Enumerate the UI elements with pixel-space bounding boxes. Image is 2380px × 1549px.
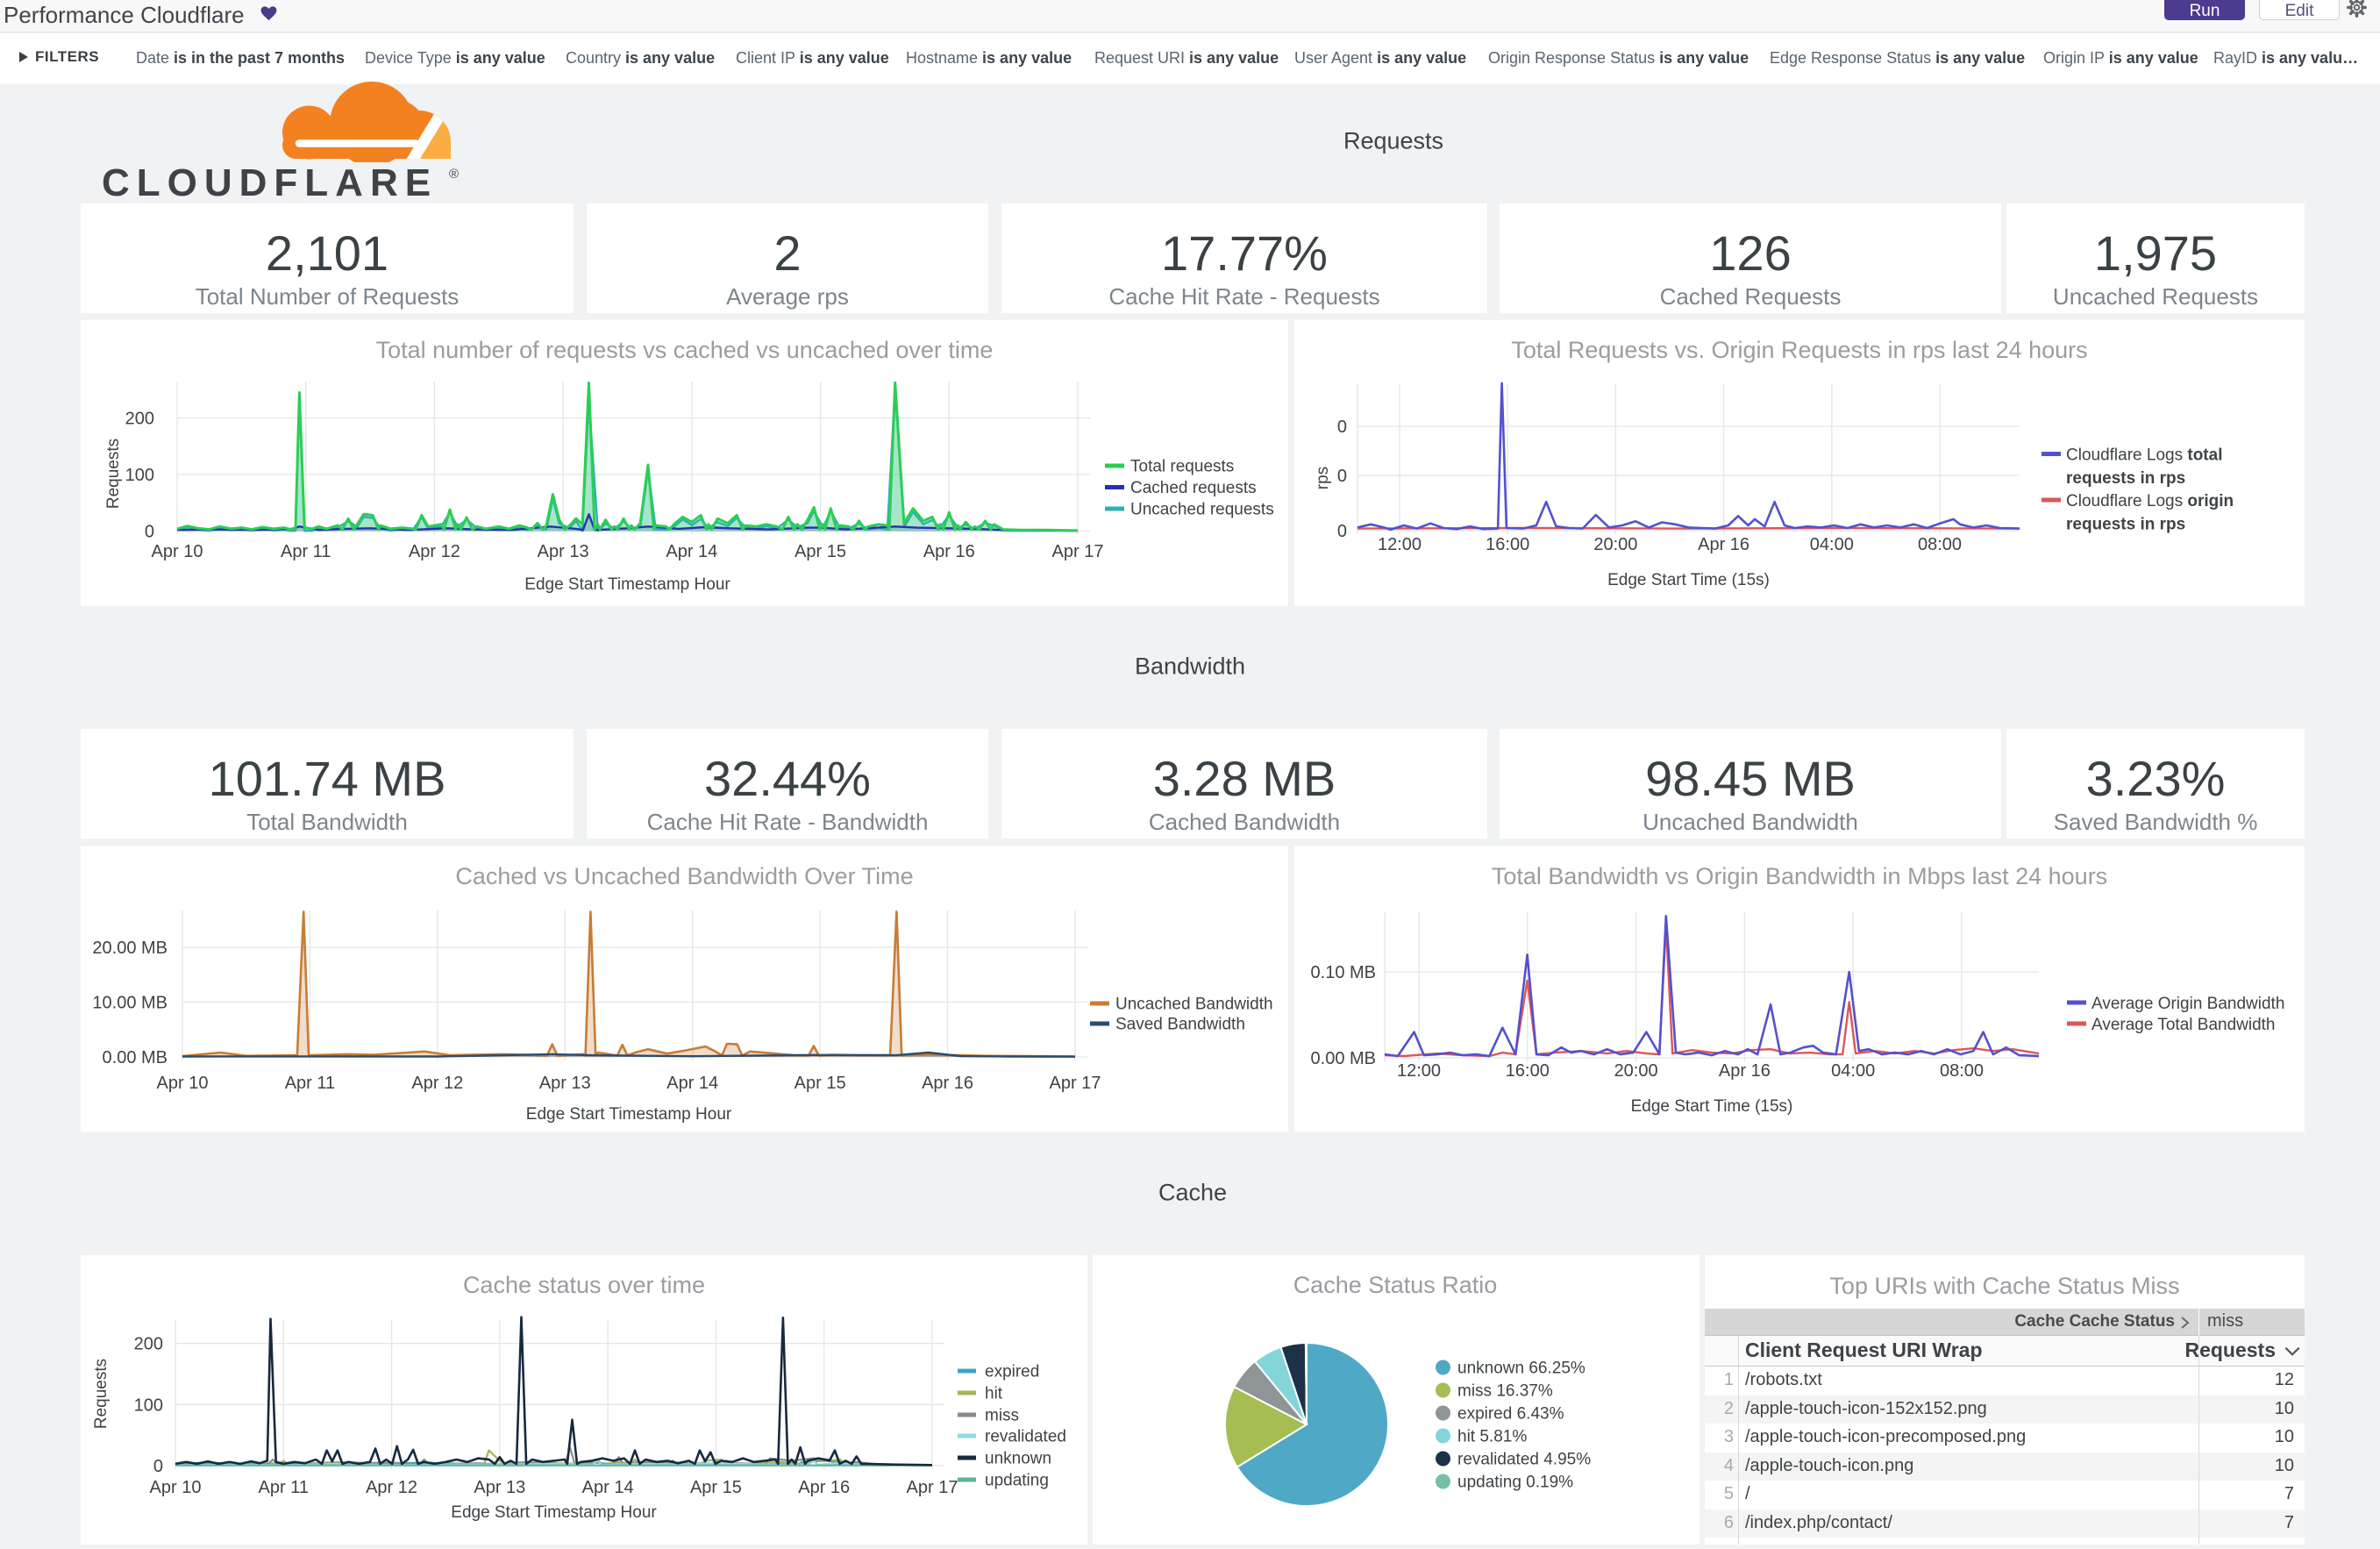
svg-text:Apr 10: Apr 10 xyxy=(152,542,203,561)
svg-text:Edge Start Timestamp Hour: Edge Start Timestamp Hour xyxy=(526,1105,732,1124)
svg-text:Uncached requests: Uncached requests xyxy=(1130,501,1274,519)
svg-text:Apr 14: Apr 14 xyxy=(666,542,717,561)
svg-text:Edge Start Time (15s): Edge Start Time (15s) xyxy=(1631,1097,1793,1116)
svg-text:Apr 16: Apr 16 xyxy=(922,1074,973,1093)
svg-text:20:00: 20:00 xyxy=(1614,1061,1658,1081)
svg-text:100: 100 xyxy=(134,1396,163,1415)
svg-text:requests in rps: requests in rps xyxy=(2066,469,2185,488)
svg-text:20.00 MB: 20.00 MB xyxy=(92,939,167,958)
svg-text:12:00: 12:00 xyxy=(1378,535,1422,554)
svg-text:Apr 13: Apr 13 xyxy=(539,1074,591,1093)
svg-text:Total Requests vs. Origin Requ: Total Requests vs. Origin Requests in rp… xyxy=(1511,337,2087,363)
svg-text:Requests: Requests xyxy=(92,1359,110,1429)
svg-text:updating: updating xyxy=(985,1472,1049,1490)
svg-text:Apr 16: Apr 16 xyxy=(798,1478,850,1497)
svg-text:Apr 13: Apr 13 xyxy=(474,1478,525,1497)
svg-text:Apr 17: Apr 17 xyxy=(1050,1074,1101,1093)
svg-text:Edge Start Time (15s): Edge Start Time (15s) xyxy=(1607,571,1770,589)
svg-text:Cached vs Uncached Bandwidth O: Cached vs Uncached Bandwidth Over Time xyxy=(455,863,913,889)
svg-text:rps: rps xyxy=(1314,467,1332,489)
svg-text:16:00: 16:00 xyxy=(1486,535,1529,554)
svg-text:Apr 12: Apr 12 xyxy=(366,1478,417,1497)
svg-text:Cache Status Ratio: Cache Status Ratio xyxy=(1293,1272,1498,1298)
svg-text:Total requests: Total requests xyxy=(1130,458,1234,476)
svg-text:Apr 12: Apr 12 xyxy=(409,542,460,561)
svg-text:Average Origin Bandwidth: Average Origin Bandwidth xyxy=(2091,995,2284,1013)
svg-text:requests in rps: requests in rps xyxy=(2066,516,2185,534)
svg-text:hit: hit xyxy=(985,1385,1003,1403)
svg-text:Cached requests: Cached requests xyxy=(1130,479,1257,497)
svg-text:®: ® xyxy=(449,167,459,182)
svg-text:0: 0 xyxy=(1337,522,1347,541)
svg-text:Cloudflare Logs total: Cloudflare Logs total xyxy=(2066,446,2222,465)
svg-text:miss 16.37%: miss 16.37% xyxy=(1457,1382,1553,1401)
svg-text:Apr 11: Apr 11 xyxy=(259,1478,309,1497)
svg-text:revalidated: revalidated xyxy=(985,1428,1066,1446)
svg-text:Edge Start Timestamp Hour: Edge Start Timestamp Hour xyxy=(524,575,730,594)
svg-text:Apr 15: Apr 15 xyxy=(690,1478,742,1497)
svg-text:Apr 17: Apr 17 xyxy=(907,1478,958,1497)
svg-text:Apr 14: Apr 14 xyxy=(666,1074,718,1093)
svg-text:Requests: Requests xyxy=(104,439,123,509)
svg-text:Apr 16: Apr 16 xyxy=(1698,535,1749,554)
svg-text:Apr 11: Apr 11 xyxy=(281,542,331,561)
svg-text:Apr 14: Apr 14 xyxy=(582,1478,634,1497)
svg-text:CLOUDFLARE: CLOUDFLARE xyxy=(102,161,438,204)
svg-text:0: 0 xyxy=(145,523,154,542)
svg-text:Apr 16: Apr 16 xyxy=(1719,1061,1771,1081)
svg-text:08:00: 08:00 xyxy=(1940,1061,1984,1081)
svg-text:100: 100 xyxy=(125,466,154,485)
svg-text:unknown: unknown xyxy=(985,1450,1051,1468)
svg-text:expired: expired xyxy=(985,1363,1039,1381)
svg-text:Apr 13: Apr 13 xyxy=(538,542,589,561)
svg-text:expired 6.43%: expired 6.43% xyxy=(1457,1405,1564,1424)
svg-text:20:00: 20:00 xyxy=(1593,535,1637,554)
svg-text:200: 200 xyxy=(134,1335,163,1354)
svg-text:Apr 10: Apr 10 xyxy=(150,1478,202,1497)
svg-text:10.00 MB: 10.00 MB xyxy=(92,994,167,1013)
svg-text:08:00: 08:00 xyxy=(1918,535,1962,554)
svg-text:0: 0 xyxy=(1337,467,1347,486)
svg-text:12:00: 12:00 xyxy=(1397,1061,1441,1081)
svg-text:Saved Bandwidth: Saved Bandwidth xyxy=(1115,1016,1245,1034)
svg-text:Total number of requests vs ca: Total number of requests vs cached vs un… xyxy=(376,337,994,363)
svg-text:Edge Start Timestamp Hour: Edge Start Timestamp Hour xyxy=(451,1503,657,1522)
svg-text:Apr 16: Apr 16 xyxy=(923,542,975,561)
svg-text:Apr 10: Apr 10 xyxy=(157,1074,209,1093)
svg-text:Apr 15: Apr 15 xyxy=(795,1074,846,1093)
svg-text:16:00: 16:00 xyxy=(1506,1061,1550,1081)
svg-text:Cache status over time: Cache status over time xyxy=(463,1272,705,1298)
svg-text:Apr 17: Apr 17 xyxy=(1052,542,1104,561)
svg-text:0.10 MB: 0.10 MB xyxy=(1311,963,1376,982)
svg-text:hit 5.81%: hit 5.81% xyxy=(1457,1428,1527,1446)
svg-text:0.00 MB: 0.00 MB xyxy=(103,1048,167,1067)
svg-text:Apr 15: Apr 15 xyxy=(795,542,846,561)
svg-text:200: 200 xyxy=(125,410,154,429)
svg-text:Cloudflare Logs origin: Cloudflare Logs origin xyxy=(2066,492,2234,510)
svg-text:miss: miss xyxy=(985,1407,1019,1425)
svg-text:04:00: 04:00 xyxy=(1831,1061,1875,1081)
svg-text:Uncached Bandwidth: Uncached Bandwidth xyxy=(1115,996,1273,1014)
svg-text:Average Total Bandwidth: Average Total Bandwidth xyxy=(2091,1016,2276,1034)
svg-text:0: 0 xyxy=(153,1457,163,1476)
svg-text:Total Bandwidth vs Origin Band: Total Bandwidth vs Origin Bandwidth in M… xyxy=(1492,863,2107,889)
svg-text:unknown 66.25%: unknown 66.25% xyxy=(1457,1360,1585,1378)
svg-text:04:00: 04:00 xyxy=(1810,535,1854,554)
svg-text:revalidated 4.95%: revalidated 4.95% xyxy=(1457,1451,1591,1469)
svg-text:updating 0.19%: updating 0.19% xyxy=(1457,1474,1573,1492)
svg-text:0: 0 xyxy=(1337,418,1347,437)
svg-text:Apr 12: Apr 12 xyxy=(411,1074,463,1093)
svg-text:0.00 MB: 0.00 MB xyxy=(1311,1049,1376,1068)
svg-text:Apr 11: Apr 11 xyxy=(285,1074,335,1093)
